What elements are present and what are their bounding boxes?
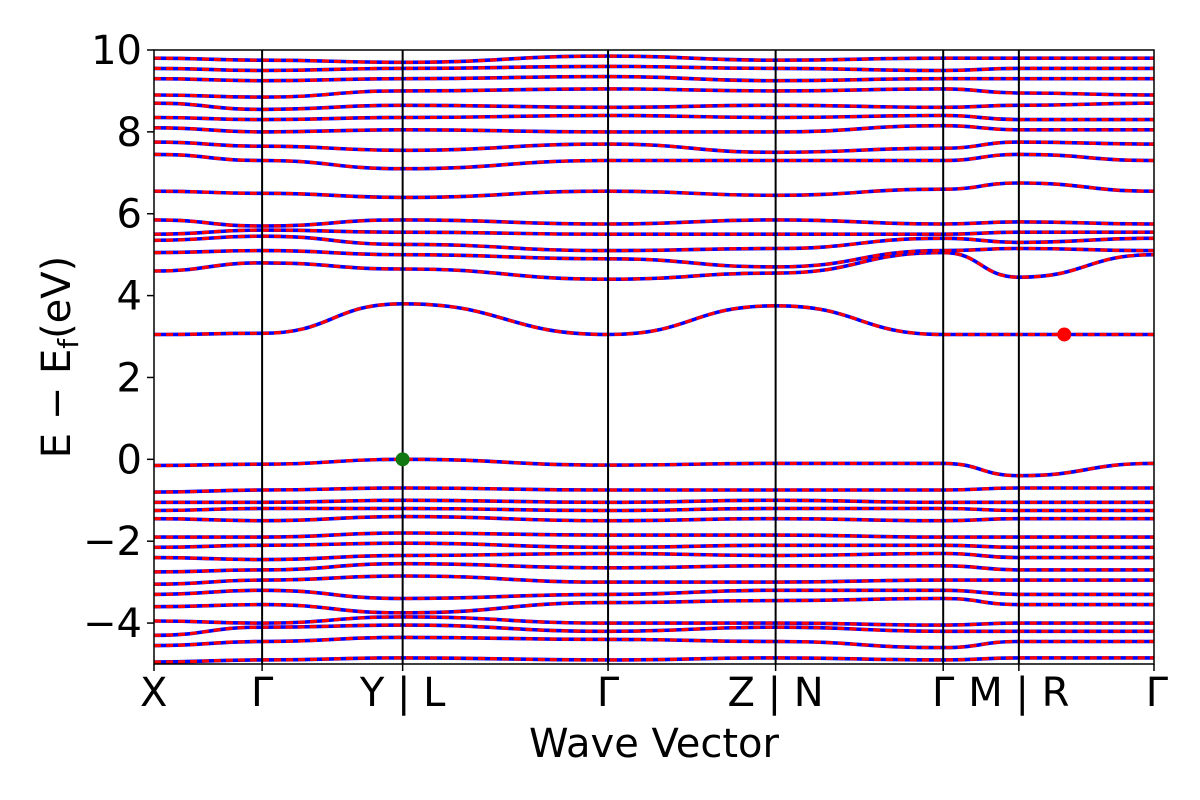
- band-15-spin-up: [154, 457, 1154, 478]
- band-30-spin-down: [154, 64, 1154, 73]
- band-1-spin-up: [154, 635, 1154, 650]
- band-22-spin-down: [154, 181, 1154, 200]
- x-tick-label: Γ: [597, 670, 620, 716]
- band-24-spin-down: [154, 140, 1154, 154]
- band-18-spin-down: [154, 246, 1154, 269]
- y-tick-label: 10: [91, 28, 142, 74]
- band-27-spin-down: [154, 101, 1154, 112]
- y-axis-title-unit: (eV): [34, 256, 80, 339]
- band-23-spin-down: [154, 152, 1154, 171]
- x-axis-ticks: X Γ Y | L Γ Z | N Γ M | R Γ: [140, 664, 1169, 716]
- band-2-spin-down: [154, 623, 1154, 637]
- x-tick-label: M | R: [968, 670, 1069, 716]
- band-0-spin-down: [154, 656, 1154, 664]
- y-tick-label: 4: [117, 274, 142, 320]
- band-19-spin-down: [154, 234, 1154, 253]
- band-edge-markers: [395, 327, 1072, 467]
- band-28-spin-down: [154, 87, 1154, 99]
- x-tick-label: Γ: [251, 670, 274, 716]
- band-11-spin-down: [154, 514, 1154, 523]
- x-tick-label: Z | N: [728, 670, 824, 716]
- band-12-spin-down: [154, 506, 1154, 513]
- cbm-marker: [1057, 327, 1072, 342]
- band-10-spin-down: [154, 531, 1154, 539]
- high-symmetry-lines: [261, 50, 1020, 664]
- x-tick-label: Γ: [1146, 670, 1169, 716]
- y-tick-label: 0: [117, 437, 142, 483]
- band-14-spin-down: [154, 486, 1154, 494]
- plot-frame: [153, 49, 1155, 665]
- band-20-spin-down: [154, 228, 1154, 236]
- y-axis-title-sub: f: [52, 338, 85, 349]
- band-4-spin-down: [154, 596, 1154, 615]
- y-tick-label: 8: [117, 110, 142, 156]
- band-8-spin-down: [154, 551, 1154, 562]
- x-axis-title: Wave Vector: [529, 721, 780, 767]
- band-1-spin-down: [154, 635, 1154, 650]
- band-29-spin-down: [154, 74, 1154, 83]
- y-tick-label: −2: [83, 519, 142, 565]
- band-3-spin-down: [154, 615, 1154, 627]
- x-tick-label: X: [140, 670, 167, 716]
- y-tick-label: −4: [83, 601, 142, 647]
- y-axis-title-main: E − E: [34, 349, 80, 459]
- band-5-spin-down: [154, 588, 1154, 601]
- band-31-spin-down: [154, 54, 1154, 64]
- band-7-spin-down: [154, 562, 1154, 574]
- band-16-spin-down: [154, 302, 1154, 337]
- band-25-spin-down: [154, 124, 1154, 134]
- band-9-spin-down: [154, 541, 1154, 549]
- vbm-marker: [395, 452, 410, 467]
- band-17-spin-down: [154, 250, 1154, 281]
- y-axis-title: E − Ef(eV): [34, 256, 85, 459]
- band-13-spin-down: [154, 498, 1154, 504]
- y-tick-label: 2: [117, 355, 142, 401]
- x-tick-label: Γ: [932, 670, 955, 716]
- y-tick-label: 6: [117, 192, 142, 238]
- band-6-spin-down: [154, 574, 1154, 586]
- band-26-spin-down: [154, 113, 1154, 122]
- band-15-spin-down: [154, 457, 1154, 478]
- y-axis-ticks: −4 −2 0 2 4 6 8 10: [83, 28, 154, 647]
- band-21-spin-down: [154, 218, 1154, 228]
- bands-layer: [154, 54, 1154, 664]
- x-tick-label: Y | L: [359, 670, 446, 716]
- svg-text:E − Ef(eV): E − Ef(eV): [34, 256, 85, 459]
